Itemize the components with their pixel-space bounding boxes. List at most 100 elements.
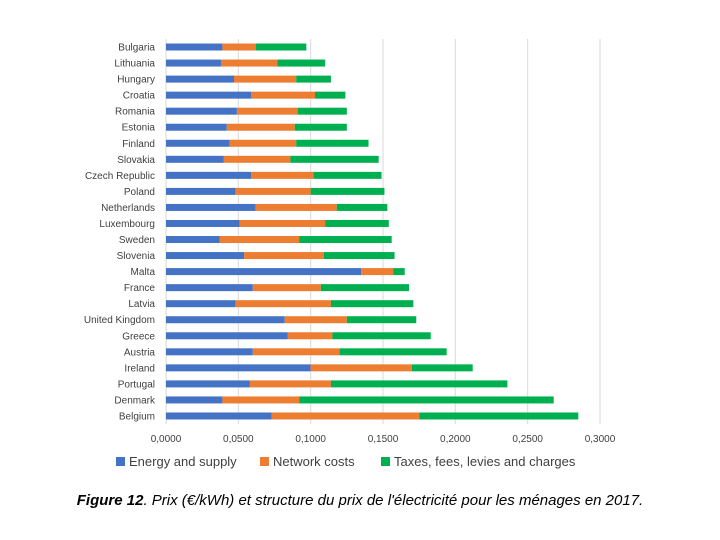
legend-swatch (116, 457, 125, 466)
bar-taxes-fees-levies-and-charges (296, 75, 331, 83)
bar-taxes-fees-levies-and-charges (320, 284, 410, 292)
category-label: Austria (124, 347, 156, 358)
x-tick-label: 0,2000 (440, 434, 471, 445)
bar-network-costs (235, 300, 331, 308)
bar-taxes-fees-levies-and-charges (299, 236, 392, 244)
bar-energy-and-supply (166, 364, 311, 372)
bar-network-costs (310, 364, 412, 372)
bar-network-costs (222, 396, 300, 404)
bar-network-costs (222, 43, 256, 51)
bar-energy-and-supply (166, 139, 230, 147)
bar-taxes-fees-levies-and-charges (336, 203, 388, 211)
bar-taxes-fees-levies-and-charges (330, 300, 414, 308)
category-label: Hungary (117, 75, 155, 86)
bar-taxes-fees-levies-and-charges (255, 43, 307, 51)
grid-lines (165, 39, 601, 424)
bar-energy-and-supply (166, 187, 236, 195)
category-label: Denmark (114, 395, 156, 406)
bar-taxes-fees-levies-and-charges (297, 107, 347, 115)
bar-energy-and-supply (166, 284, 253, 292)
legend-label: Taxes, fees, levies and charges (394, 454, 576, 469)
x-tick-label: 0,0500 (223, 434, 254, 445)
bar-network-costs (252, 348, 340, 356)
bar-network-costs (233, 75, 297, 83)
bar-taxes-fees-levies-and-charges (332, 332, 431, 340)
legend: Energy and supply Network costs Taxes, fee… (116, 454, 576, 469)
bar-network-costs (271, 412, 420, 420)
bar-energy-and-supply (166, 171, 252, 179)
bar-taxes-fees-levies-and-charges (290, 155, 379, 163)
bar-taxes-fees-levies-and-charges (346, 316, 417, 324)
bar-network-costs (284, 316, 347, 324)
category-label: Latvia (128, 299, 155, 310)
bar-energy-and-supply (166, 236, 220, 244)
category-label: Lithuania (114, 59, 155, 70)
bar-network-costs (219, 236, 300, 244)
bar-energy-and-supply (166, 155, 224, 163)
figure-caption-text: . Prix (€/kWh) et structure du prix de l… (143, 492, 644, 509)
category-label: Estonia (122, 123, 156, 134)
category-label: Croatia (123, 91, 156, 102)
bar-network-costs (226, 123, 295, 131)
legend-swatch (260, 457, 269, 466)
bar-taxes-fees-levies-and-charges (313, 171, 382, 179)
bar-energy-and-supply (166, 396, 223, 404)
figure-caption: Figure 12. Prix (€/kWh) et structure du … (0, 492, 720, 509)
bar-taxes-fees-levies-and-charges (419, 412, 579, 420)
bars (166, 43, 579, 420)
bar-taxes-fees-levies-and-charges (330, 380, 508, 388)
bar-energy-and-supply (166, 380, 250, 388)
category-label: France (124, 283, 156, 294)
category-label: Bulgaria (118, 43, 155, 54)
category-label: Romania (115, 107, 155, 118)
bar-taxes-fees-levies-and-charges (393, 268, 405, 276)
bar-energy-and-supply (166, 107, 237, 115)
x-tick-label: 0,1000 (295, 434, 326, 445)
category-labels: Bulgaria Lithuania Hungary Croatia Romania Es… (84, 43, 156, 423)
bar-network-costs (235, 187, 311, 195)
bar-taxes-fees-levies-and-charges (339, 348, 447, 356)
bar-energy-and-supply (166, 91, 252, 99)
category-label: Slovenia (117, 251, 156, 262)
x-tick-label: 0,1500 (368, 434, 399, 445)
bar-taxes-fees-levies-and-charges (310, 187, 385, 195)
bar-network-costs (244, 252, 324, 260)
bar-energy-and-supply (166, 43, 223, 51)
bar-network-costs (255, 203, 337, 211)
bar-energy-and-supply (166, 75, 234, 83)
category-label: Ireland (124, 363, 155, 374)
category-label: Slovakia (117, 155, 155, 166)
bar-taxes-fees-levies-and-charges (325, 219, 389, 227)
bar-network-costs (251, 171, 314, 179)
category-label: Finland (122, 139, 155, 150)
bar-taxes-fees-levies-and-charges (277, 59, 326, 67)
bar-network-costs (287, 332, 333, 340)
bar-taxes-fees-levies-and-charges (315, 91, 346, 99)
category-label: Greece (122, 331, 155, 342)
category-label: Czech Republic (85, 171, 155, 182)
category-label: Portugal (118, 379, 155, 390)
bar-energy-and-supply (166, 59, 221, 67)
bar-energy-and-supply (166, 300, 236, 308)
category-label: Netherlands (101, 203, 155, 214)
bar-network-costs (252, 284, 321, 292)
bar-energy-and-supply (166, 332, 288, 340)
bar-energy-and-supply (166, 203, 256, 211)
bar-network-costs (361, 268, 394, 276)
category-label: Luxembourg (99, 219, 155, 230)
bar-network-costs (249, 380, 331, 388)
bar-energy-and-supply (166, 123, 227, 131)
legend-label: Energy and supply (129, 454, 237, 469)
bar-taxes-fees-levies-and-charges (299, 396, 554, 404)
category-label: Belgium (119, 411, 155, 422)
bar-network-costs (229, 139, 297, 147)
x-tick-label: 0,0000 (151, 434, 182, 445)
bar-taxes-fees-levies-and-charges (411, 364, 473, 372)
bar-taxes-fees-levies-and-charges (294, 123, 347, 131)
bar-network-costs (251, 91, 316, 99)
bar-energy-and-supply (166, 252, 245, 260)
x-tick-label: 0,2500 (512, 434, 543, 445)
category-label: Sweden (119, 235, 155, 246)
bar-network-costs (236, 107, 298, 115)
